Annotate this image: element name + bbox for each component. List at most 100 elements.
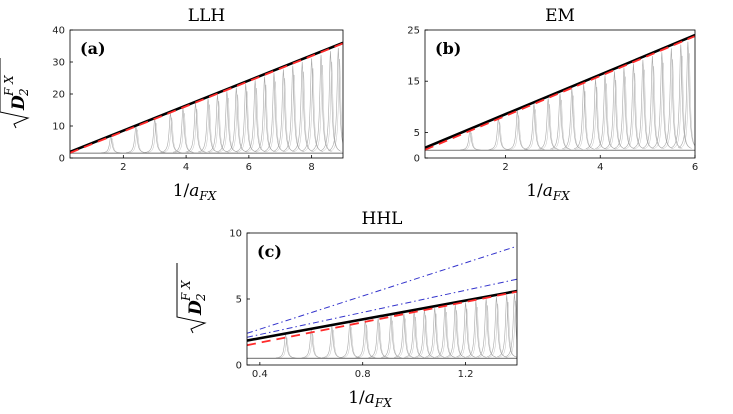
resonance-peak xyxy=(461,132,482,151)
resonance-peak xyxy=(284,74,305,153)
plot-area xyxy=(247,245,517,359)
resonance-peak xyxy=(505,300,517,358)
plot-area xyxy=(425,33,695,151)
resonance-peak xyxy=(405,316,426,358)
resonance-peak xyxy=(369,322,390,358)
svg-text:2: 2 xyxy=(194,293,208,302)
resonance-peak xyxy=(487,303,508,358)
y-tick-label: 40 xyxy=(52,26,65,37)
resonance-peak xyxy=(274,78,295,153)
y-tick-label: 25 xyxy=(407,26,420,37)
sqrt-icon xyxy=(176,263,207,334)
resonance-peak xyxy=(436,311,457,358)
resonance-peak xyxy=(662,59,683,149)
y-tick-label: 10 xyxy=(52,122,65,133)
resonance-peak xyxy=(596,83,617,150)
x-tick-label: 6 xyxy=(246,162,252,173)
resonance-peak xyxy=(255,84,276,153)
x-tick-label: 2 xyxy=(502,162,508,173)
svg-text:2: 2 xyxy=(17,88,31,97)
svg-text:F X: F X xyxy=(2,75,16,97)
y-tick-label: 0 xyxy=(236,361,242,372)
x-tick-label: 0.8 xyxy=(355,369,371,380)
y-tick-label: 30 xyxy=(52,58,65,69)
resonance-peak xyxy=(467,307,487,358)
chart-panel-b: 2 4 6 0 5 15 25 EM (b) 1/aFX xyxy=(407,6,698,203)
sqrt-icon xyxy=(0,58,30,129)
plot-area xyxy=(70,41,343,154)
resonance-peak xyxy=(525,109,546,150)
resonance-peak xyxy=(277,337,297,359)
resonance-peak xyxy=(174,113,195,153)
resonance-peak xyxy=(605,80,626,150)
resonance-peak xyxy=(395,318,415,358)
resonance-peak xyxy=(477,305,498,358)
resonance-peak xyxy=(539,104,560,150)
resonance-peak xyxy=(265,81,286,153)
resonance-peak xyxy=(321,61,342,152)
resonance-peak xyxy=(246,88,267,153)
reference-line-red-dashed xyxy=(70,42,343,154)
resonance-peak xyxy=(672,55,692,149)
resonance-peak xyxy=(302,333,323,359)
x-tick-label: 2 xyxy=(120,162,126,173)
axes-frame xyxy=(69,29,344,159)
resonance-peak xyxy=(415,315,436,358)
resonance-peak xyxy=(624,73,645,150)
svg-text:D: D xyxy=(9,95,29,111)
resonance-peak xyxy=(382,320,403,358)
y-tick-label: 5 xyxy=(236,295,242,306)
x-tick-label: 1.2 xyxy=(458,369,474,380)
resonance-peak xyxy=(218,97,239,153)
panel-label: (a) xyxy=(80,39,106,58)
resonance-peak xyxy=(575,91,595,150)
y-tick-label: 0 xyxy=(414,154,420,165)
y-tick-label: 0 xyxy=(59,154,65,165)
x-tick-label: 8 xyxy=(308,162,314,173)
resonance-peak xyxy=(679,53,695,149)
resonance-peak xyxy=(653,62,673,149)
resonance-peak xyxy=(127,129,148,154)
resonance-peak xyxy=(293,71,314,152)
resonance-peak xyxy=(563,95,583,150)
resonance-peak xyxy=(161,117,182,153)
resonance-peak xyxy=(328,48,343,152)
x-tick-label: 4 xyxy=(183,162,189,173)
x-axis-label: 1/aFX xyxy=(348,388,392,410)
panel-label: (c) xyxy=(257,242,282,261)
chart-title: HHL xyxy=(362,209,403,229)
resonance-peak xyxy=(303,68,323,152)
resonance-peak xyxy=(186,108,207,153)
resonance-peak xyxy=(634,69,654,150)
chart-title: EM xyxy=(545,6,575,26)
x-axis-label: 1/aFX xyxy=(526,181,570,203)
chart-title: LLH xyxy=(188,6,225,26)
resonance-peak xyxy=(489,122,510,151)
resonance-peak xyxy=(227,94,248,153)
resonance-peak xyxy=(446,310,467,358)
resonance-peak xyxy=(102,137,122,154)
resonance-peak xyxy=(508,115,529,150)
resonance-peak xyxy=(329,59,343,152)
x-tick-label: 6 xyxy=(692,162,698,173)
x-tick-label: 0.4 xyxy=(252,369,268,380)
resonance-peak xyxy=(426,313,446,358)
resonance-peak xyxy=(208,101,229,153)
resonance-peak xyxy=(341,327,361,359)
reference-line-red-dashed xyxy=(247,290,517,347)
y-tick-label: 20 xyxy=(52,90,65,101)
resonance-peak xyxy=(643,66,664,150)
reference-line-black-solid xyxy=(425,33,695,149)
resonance-peak xyxy=(199,104,220,153)
y-tick-label: 5 xyxy=(414,128,420,139)
svg-text:D: D xyxy=(186,300,206,316)
reference-line-black-solid xyxy=(70,41,343,154)
reference-line-black-solid xyxy=(247,289,517,342)
svg-text:F X: F X xyxy=(179,280,193,302)
reference-line-red-dashed xyxy=(425,35,695,151)
reference-line-blue-dashdot xyxy=(247,278,517,338)
